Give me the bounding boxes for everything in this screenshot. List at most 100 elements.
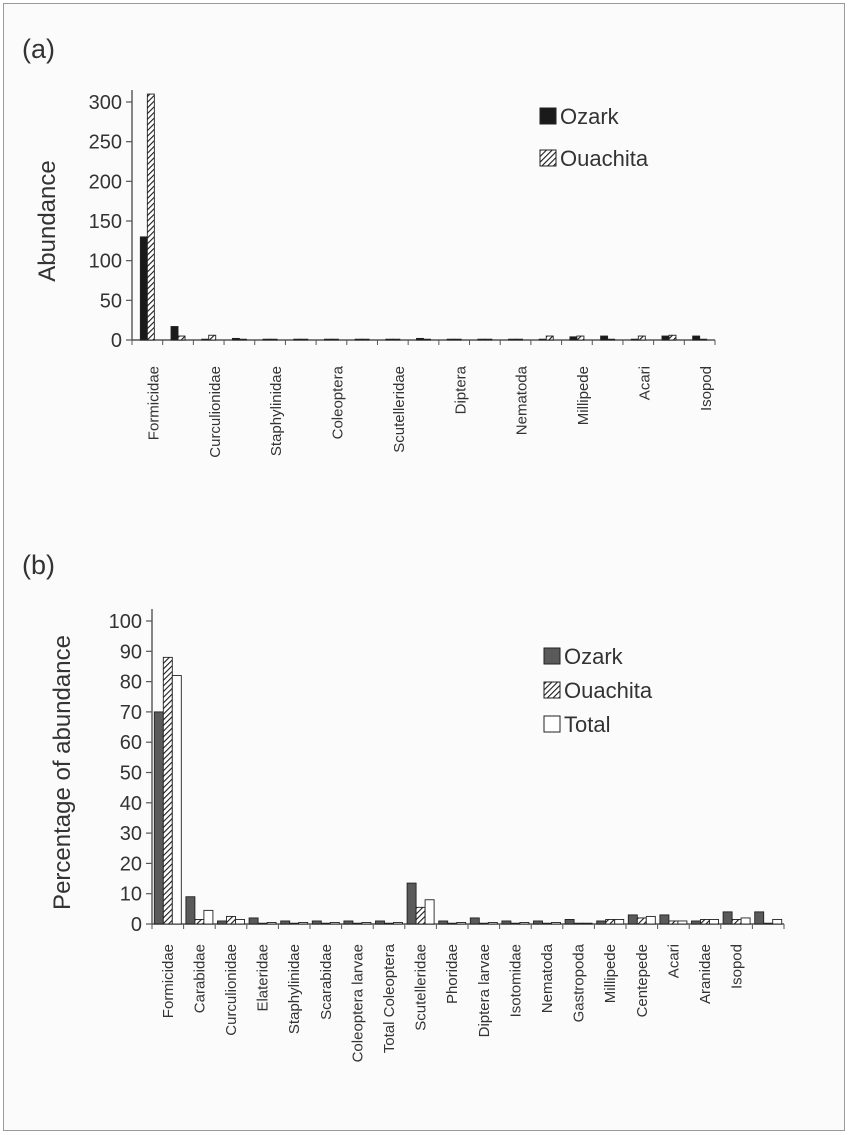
panel-a-category-label: Nematoda <box>514 365 531 435</box>
panel-a-bar-ozark <box>354 338 363 341</box>
panel-b-bar-ouachita <box>668 920 679 925</box>
panel-b-bar-ouachita <box>320 922 331 925</box>
panel-b-category-label: Diptera larvae <box>476 944 493 1037</box>
panel-b-bar-ozark <box>438 920 449 925</box>
panel-b-legend-swatch-total <box>543 715 561 733</box>
panel-a-bar-ozark <box>231 337 240 341</box>
panel-a-category-label: Isopod <box>698 366 715 411</box>
panel-b-legend-label-ouachita: Ouachita <box>564 678 653 703</box>
panel-a-bar-ozark <box>446 338 455 341</box>
panel-a-bar-ouachita <box>515 338 524 341</box>
panel-a-bar-ouachita <box>208 334 217 341</box>
panel-b-bar-total <box>235 919 245 925</box>
panel-b-bar-ozark <box>627 914 638 925</box>
panel-a-label: (a) <box>22 34 55 64</box>
panel-b-y-tick-label: 0 <box>131 914 142 936</box>
panel-a-bar-ouachita <box>576 335 585 341</box>
panel-b-bar-ozark <box>375 920 385 925</box>
panel-a-bar-ozark <box>538 338 547 341</box>
panel-a-category-label: Diptera <box>452 365 469 414</box>
panel-a-bar-ouachita <box>545 335 554 341</box>
panel-a-bar-ouachita <box>607 338 616 341</box>
panel-a-bar-ozark <box>600 335 609 341</box>
panel-b-y-tick-label: 100 <box>109 611 142 633</box>
panel-a-bar-ouachita <box>146 93 155 341</box>
panel-b-bar-ozark <box>722 911 733 925</box>
panel-a-bar-ozark <box>385 338 394 341</box>
panel-a-category-label: Formicidae <box>145 366 162 440</box>
panel-b-bar-total <box>709 919 719 925</box>
panel-b-bar-ozark <box>564 919 575 925</box>
panel-b-category-label: Aranidae <box>697 944 714 1004</box>
panel-b-bar-total <box>171 675 182 925</box>
panel-a-bar-ouachita <box>423 338 431 341</box>
panel-a-category-label: Scutelleridae <box>391 366 408 453</box>
panel-a-y-tick-label: 100 <box>89 251 122 273</box>
panel-a-y-tick-label: 250 <box>89 132 122 154</box>
panel-b-category-label: Nematoda <box>539 943 556 1013</box>
panel-a-y-tick-label: 200 <box>89 171 122 193</box>
panel-b-bar-ouachita <box>636 917 647 925</box>
panel-b-bar-ozark <box>533 920 543 925</box>
panel-b-y-tick-label: 70 <box>120 702 142 724</box>
panel-a-y-tick-label: 0 <box>111 330 122 352</box>
panel-b-bar-ozark <box>406 882 417 925</box>
panel-a-legend-label-ozark: Ozark <box>560 104 620 129</box>
panel-a-bar-ozark <box>139 236 148 341</box>
panel-b-bar-total <box>487 922 498 925</box>
panel-a-y-tick-label: 50 <box>100 290 122 312</box>
panel-b-bar-ouachita <box>257 922 268 925</box>
panel-b-bar-total <box>203 909 214 925</box>
panel-b-category-label: Isotomidae <box>507 944 524 1017</box>
panel-a-category-label: Coleoptera <box>330 365 347 439</box>
panel-b-y-tick-label: 40 <box>120 793 142 815</box>
panel-b-bar-ouachita <box>289 922 300 925</box>
panel-b-bar-ouachita <box>162 656 173 925</box>
figure-frame <box>3 3 845 1131</box>
panel-a-bar-ouachita <box>484 338 493 341</box>
panel-b-y-tick-label: 50 <box>120 763 142 785</box>
panel-b-bar-ozark <box>248 917 259 925</box>
panel-a-bar-ouachita <box>238 338 247 341</box>
panel-a-bar-ozark <box>293 338 302 341</box>
panel-b-bar-total <box>740 917 751 925</box>
panel-a-bar-ouachita <box>668 334 677 341</box>
panel-b-bar-total <box>519 922 530 925</box>
panel-b-category-label: Carabidae <box>191 944 208 1013</box>
panel-b-bar-total <box>677 920 688 925</box>
panel-b-category-label: Coleoptera larvae <box>349 944 366 1062</box>
panel-a-bar-ouachita <box>300 338 309 341</box>
panel-b-bar-ouachita <box>194 919 205 925</box>
panel-b-bar-ouachita <box>447 922 458 925</box>
panel-a-category-label: Staphylinidae <box>268 366 285 456</box>
panel-a-bar-ozark <box>508 338 517 341</box>
panel-a-bar-ouachita <box>699 338 708 341</box>
panel-a-bar-ozark <box>416 337 424 341</box>
panel-b-category-label: Phoridae <box>444 944 461 1004</box>
panel-b-category-label: Curculionidae <box>223 944 240 1036</box>
panel-b-bar-ozark <box>311 920 322 925</box>
panel-b-y-tick-label: 80 <box>120 672 142 694</box>
panel-a-legend-swatch-ozark <box>539 107 557 125</box>
panel-a-category-label: Acari <box>636 366 653 400</box>
panel-b-legend-swatch-ouachita <box>543 681 561 699</box>
panel-a-bar-ouachita <box>361 338 370 341</box>
panel-b-bar-ozark <box>501 920 512 925</box>
panel-b-y-tick-label: 20 <box>120 853 142 875</box>
panel-b-legend-label-ozark: Ozark <box>564 644 624 669</box>
panel-b-bar-ouachita <box>573 922 584 925</box>
panel-b-y-tick-label: 90 <box>120 641 142 663</box>
panel-b-bar-total <box>582 922 593 925</box>
panel-b-y-tick-label: 10 <box>120 884 142 906</box>
panel-b-bar-ozark <box>754 911 765 925</box>
panel-b-bar-total <box>298 922 309 925</box>
panel-a-bar-ozark <box>201 338 210 341</box>
panel-a-bar-ozark <box>323 338 332 341</box>
panel-b-bar-ozark <box>153 711 164 925</box>
panel-b-bar-ozark <box>217 920 227 925</box>
panel-a-legend-swatch-ouachita <box>539 149 557 167</box>
panel-b-bar-ozark <box>185 896 196 925</box>
panel-b-bar-total <box>266 922 277 925</box>
panel-a-bar-ozark <box>170 326 179 341</box>
